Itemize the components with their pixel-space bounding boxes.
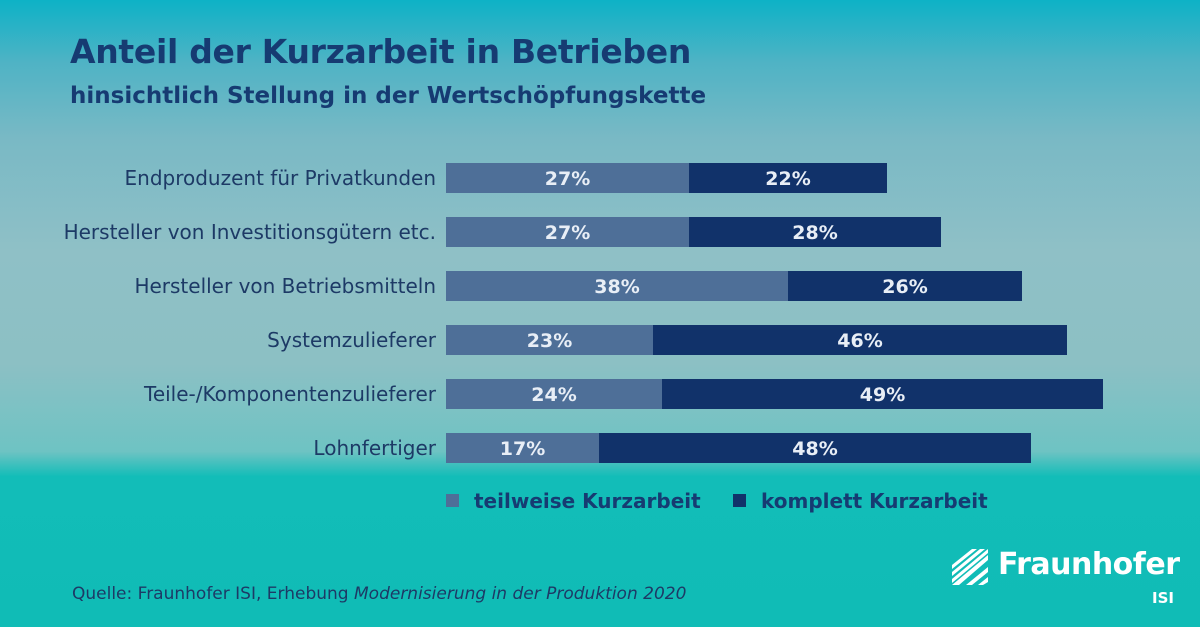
bar-komplett-kurzarbeit <box>653 325 1067 355</box>
chart-title: Anteil der Kurzarbeit in Betrieben <box>70 32 692 71</box>
bar-teilweise-kurzarbeit <box>446 433 599 463</box>
category-label: Teile-/Komponentenzulieferer <box>143 382 437 406</box>
bar-value-label: 22% <box>765 168 810 190</box>
chart-subtitle: hinsichtlich Stellung in der Wertschöpfu… <box>70 83 707 109</box>
bar-value-label: 38% <box>594 276 639 298</box>
bar-teilweise-kurzarbeit <box>446 379 662 409</box>
logo-wordmark: Fraunhofer <box>998 547 1180 582</box>
fraunhofer-logo-icon <box>952 549 988 585</box>
legend-swatch <box>446 494 459 507</box>
bar-teilweise-kurzarbeit <box>446 163 689 193</box>
source-prefix: Quelle: Fraunhofer ISI, Erhebung <box>72 584 354 604</box>
bar-value-label: 17% <box>500 438 545 460</box>
category-label: Lohnfertiger <box>313 436 436 460</box>
bar-komplett-kurzarbeit <box>689 163 887 193</box>
bar-value-label: 26% <box>882 276 927 298</box>
legend-swatch <box>733 494 746 507</box>
bar-komplett-kurzarbeit <box>689 217 941 247</box>
bar-value-label: 24% <box>531 384 576 406</box>
logo-sub: ISI <box>1152 589 1174 607</box>
bar-komplett-kurzarbeit <box>599 433 1031 463</box>
bar-komplett-kurzarbeit <box>788 271 1022 301</box>
legend-label: komplett Kurzarbeit <box>761 489 988 513</box>
bar-value-label: 48% <box>792 438 837 460</box>
bar-komplett-kurzarbeit <box>662 379 1103 409</box>
category-label: Hersteller von Investitionsgütern etc. <box>64 220 436 244</box>
bar-value-label: 27% <box>545 168 590 190</box>
category-label: Systemzulieferer <box>267 328 437 352</box>
source-note: Quelle: Fraunhofer ISI, Erhebung Moderni… <box>72 584 686 604</box>
fraunhofer-logo: Fraunhofer ISI <box>948 545 1180 611</box>
category-label: Hersteller von Betriebsmitteln <box>134 274 436 298</box>
bar-value-label: 27% <box>545 222 590 244</box>
source-survey-name: Modernisierung in der Produktion 2020 <box>354 584 687 604</box>
bar-value-label: 49% <box>860 384 905 406</box>
bar-teilweise-kurzarbeit <box>446 325 653 355</box>
category-label: Endproduzent für Privatkunden <box>125 166 436 190</box>
bar-value-label: 28% <box>792 222 837 244</box>
bar-teilweise-kurzarbeit <box>446 217 689 247</box>
bar-value-label: 46% <box>837 330 882 352</box>
bar-teilweise-kurzarbeit <box>446 271 788 301</box>
legend-label: teilweise Kurzarbeit <box>474 489 701 513</box>
bar-value-label: 23% <box>527 330 572 352</box>
